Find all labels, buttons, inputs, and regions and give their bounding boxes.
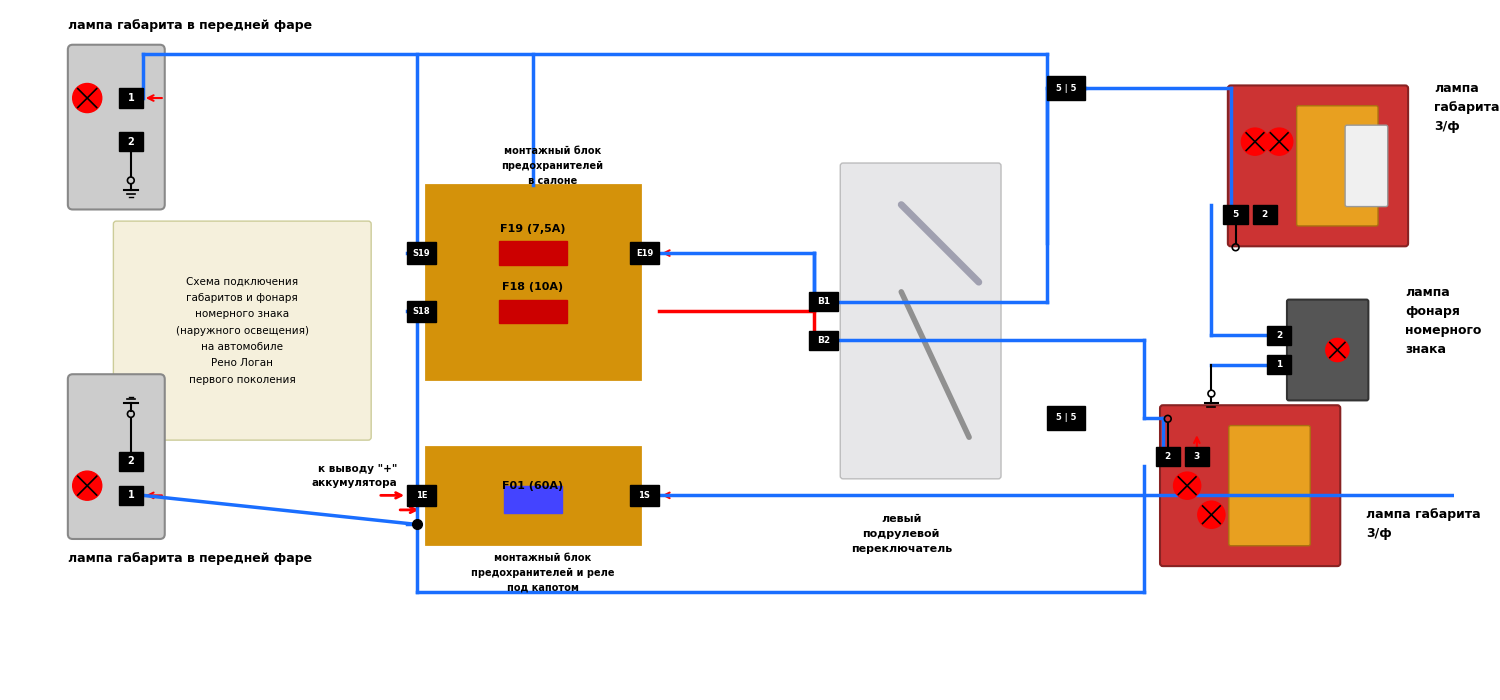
Text: 5: 5 bbox=[1233, 210, 1239, 219]
Bar bbox=[426, 186, 639, 379]
Text: лампа
габарита
3/ф: лампа габарита 3/ф bbox=[1434, 82, 1500, 133]
Bar bbox=[1268, 355, 1292, 374]
Text: E19: E19 bbox=[636, 248, 652, 258]
Text: B2: B2 bbox=[818, 336, 831, 345]
Text: 1: 1 bbox=[128, 93, 134, 103]
Bar bbox=[118, 88, 142, 108]
Text: 5 | 5: 5 | 5 bbox=[1056, 84, 1077, 93]
Text: 1: 1 bbox=[1276, 360, 1282, 369]
Text: 1S: 1S bbox=[639, 491, 651, 500]
Text: монтажный блок
предохранителей и реле
под капотом: монтажный блок предохранителей и реле по… bbox=[471, 553, 615, 593]
Text: B1: B1 bbox=[818, 297, 831, 306]
Bar bbox=[118, 452, 142, 471]
Text: левый
подрулевой
переключатель: левый подрулевой переключатель bbox=[850, 514, 952, 554]
Text: F01 (60A): F01 (60A) bbox=[503, 481, 564, 491]
Bar bbox=[1224, 204, 1248, 224]
Bar bbox=[504, 486, 562, 513]
FancyBboxPatch shape bbox=[1296, 106, 1378, 226]
Text: Схема подключения
габаритов и фонаря
номерного знака
(наружного освещения)
на ав: Схема подключения габаритов и фонаря ном… bbox=[176, 276, 309, 385]
FancyBboxPatch shape bbox=[68, 45, 165, 209]
Circle shape bbox=[1173, 472, 1200, 499]
Bar bbox=[500, 241, 567, 265]
Text: монтажный блок
предохранителей
в салоне: монтажный блок предохранителей в салоне bbox=[501, 146, 603, 186]
Text: 2: 2 bbox=[1276, 331, 1282, 340]
Bar bbox=[1155, 447, 1180, 466]
Text: 1: 1 bbox=[128, 491, 134, 500]
Circle shape bbox=[72, 83, 102, 113]
FancyBboxPatch shape bbox=[1287, 300, 1368, 400]
Circle shape bbox=[1266, 128, 1293, 155]
Text: лампа габарита в передней фаре: лампа габарита в передней фаре bbox=[68, 19, 312, 32]
Bar bbox=[118, 486, 142, 505]
FancyBboxPatch shape bbox=[1228, 426, 1310, 546]
FancyBboxPatch shape bbox=[840, 163, 1001, 479]
Bar bbox=[1252, 204, 1276, 224]
FancyBboxPatch shape bbox=[1346, 125, 1388, 206]
Circle shape bbox=[1326, 338, 1348, 362]
Bar bbox=[426, 447, 639, 544]
Bar bbox=[500, 300, 567, 323]
FancyBboxPatch shape bbox=[114, 221, 370, 440]
Bar bbox=[808, 330, 838, 350]
FancyBboxPatch shape bbox=[68, 374, 165, 539]
Text: 3: 3 bbox=[1194, 452, 1200, 461]
Text: 5: 5 bbox=[1058, 69, 1065, 79]
Text: F18 (10A): F18 (10A) bbox=[503, 282, 564, 292]
Bar bbox=[630, 484, 658, 506]
Text: S19: S19 bbox=[413, 248, 430, 258]
Circle shape bbox=[1242, 128, 1269, 155]
Text: 2: 2 bbox=[128, 456, 134, 466]
Bar bbox=[808, 292, 838, 312]
Text: лампа габарита
3/ф: лампа габарита 3/ф bbox=[1366, 508, 1480, 540]
Bar bbox=[406, 300, 436, 322]
Bar bbox=[406, 242, 436, 264]
Bar bbox=[118, 132, 142, 151]
Text: S18: S18 bbox=[413, 307, 430, 316]
Circle shape bbox=[72, 471, 102, 500]
Text: лампа габарита в передней фаре: лампа габарита в передней фаре bbox=[68, 552, 312, 565]
Bar bbox=[630, 242, 658, 264]
Text: 2: 2 bbox=[128, 136, 134, 146]
Bar bbox=[1268, 326, 1292, 345]
Circle shape bbox=[1198, 501, 1225, 528]
FancyBboxPatch shape bbox=[1160, 405, 1341, 566]
Text: 2: 2 bbox=[1262, 210, 1268, 219]
Text: 5 | 5: 5 | 5 bbox=[1056, 413, 1077, 422]
Text: к выводу "+"
аккумулятора: к выводу "+" аккумулятора bbox=[312, 463, 398, 489]
Bar bbox=[1185, 447, 1209, 466]
Bar bbox=[1047, 406, 1086, 430]
Text: 2: 2 bbox=[1164, 452, 1172, 461]
Text: лампа
фонаря
номерного
знака: лампа фонаря номерного знака bbox=[1406, 286, 1482, 356]
FancyBboxPatch shape bbox=[1228, 85, 1408, 246]
Text: 5: 5 bbox=[1088, 69, 1094, 79]
Text: 1E: 1E bbox=[416, 491, 428, 500]
Bar bbox=[406, 484, 436, 506]
Text: F19 (7,5A): F19 (7,5A) bbox=[501, 224, 566, 234]
Bar bbox=[1047, 76, 1086, 101]
